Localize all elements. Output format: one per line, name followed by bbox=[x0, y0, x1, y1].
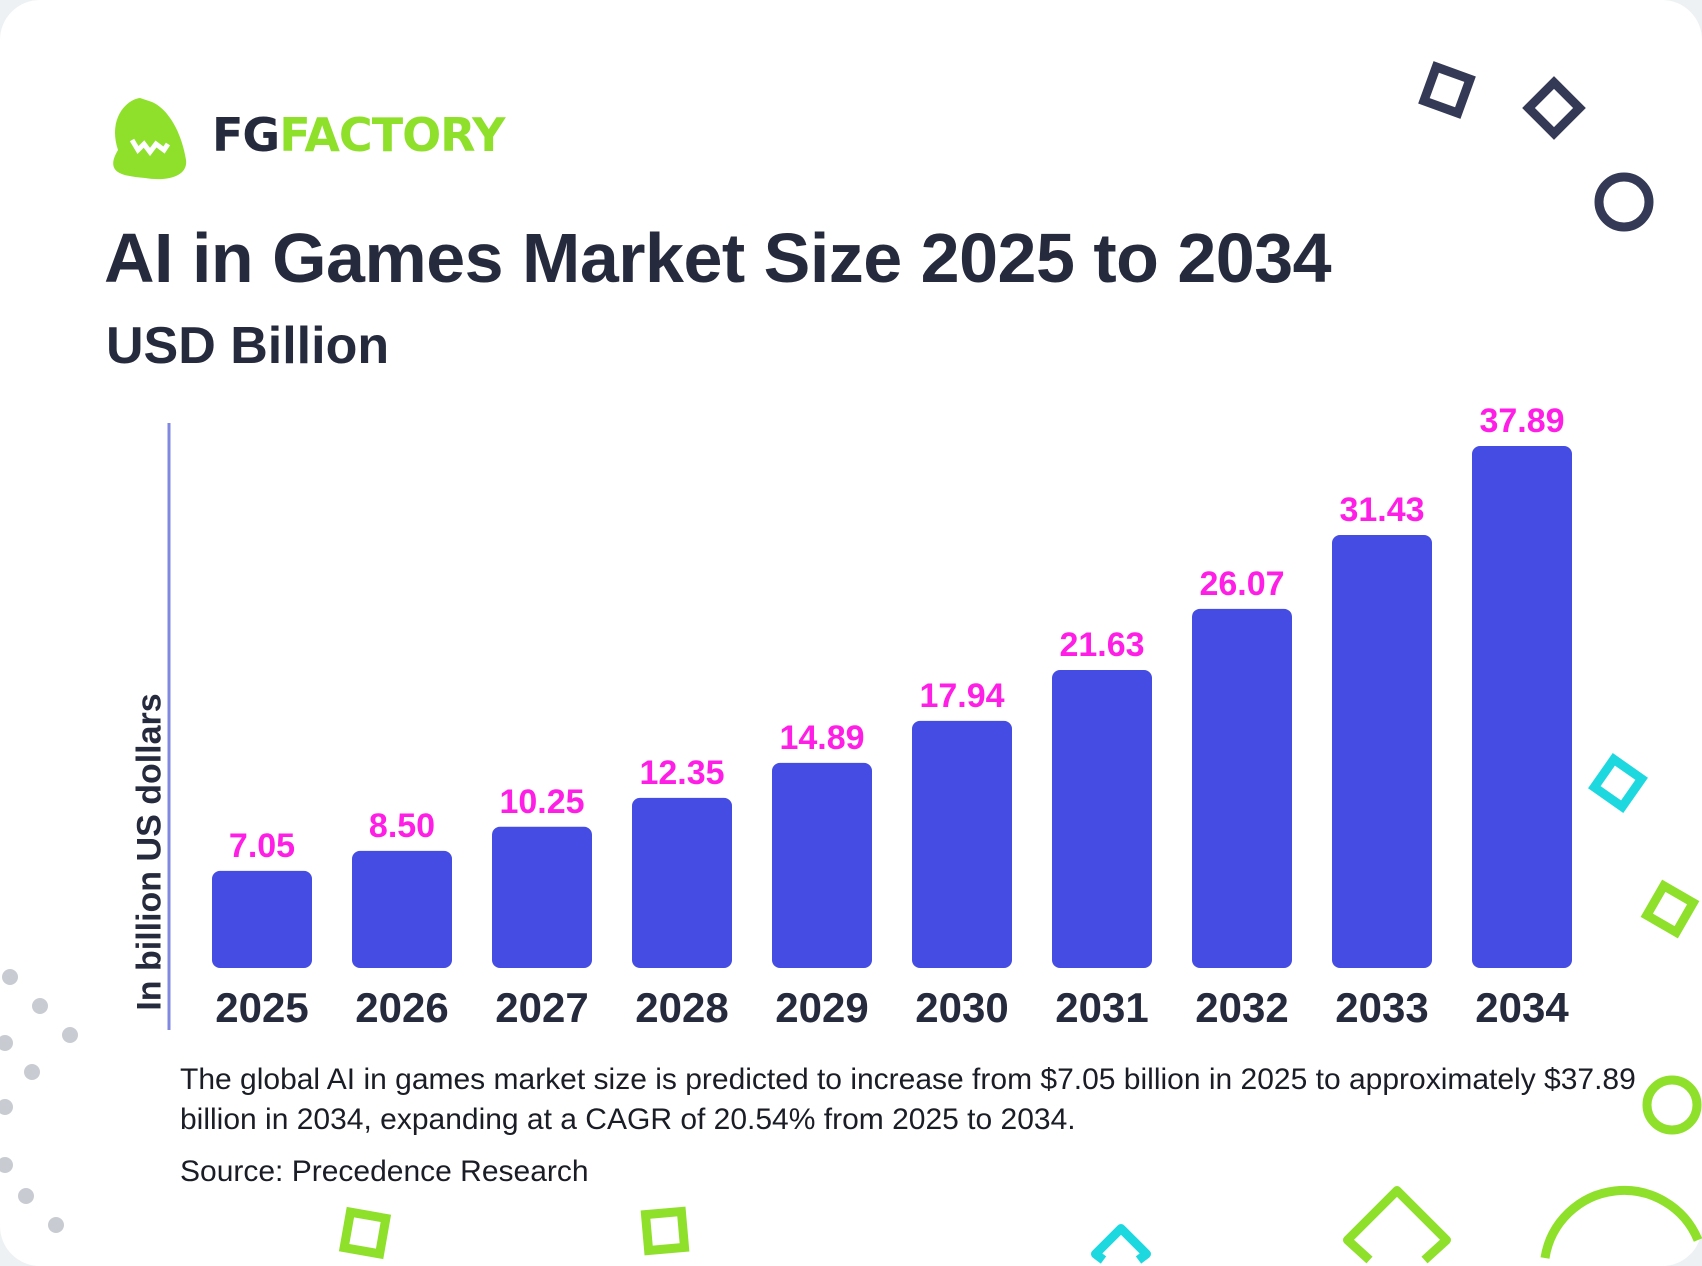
bar-2028 bbox=[632, 797, 732, 968]
bar-2029 bbox=[772, 762, 872, 968]
value-label: 26.07 bbox=[1199, 565, 1284, 603]
x-tick-label: 2026 bbox=[355, 984, 448, 1031]
bar-2025 bbox=[212, 870, 312, 968]
bar-2026 bbox=[352, 850, 452, 968]
x-tick-label: 2031 bbox=[1055, 984, 1148, 1031]
value-label: 17.94 bbox=[919, 677, 1004, 715]
x-tick-label: 2033 bbox=[1335, 984, 1428, 1031]
value-label: 31.43 bbox=[1339, 491, 1424, 529]
bar-2034 bbox=[1472, 446, 1572, 968]
value-label: 37.89 bbox=[1479, 402, 1564, 440]
x-tick-label: 2027 bbox=[495, 984, 588, 1031]
brand-name-dark: FG bbox=[212, 108, 280, 162]
value-label: 10.25 bbox=[499, 783, 584, 821]
x-tick-label: 2028 bbox=[635, 984, 728, 1031]
bar-2027 bbox=[492, 826, 592, 968]
x-tick-label: 2029 bbox=[775, 984, 868, 1031]
bar-2030 bbox=[912, 720, 1012, 968]
value-label: 8.50 bbox=[369, 807, 435, 845]
bar-2031 bbox=[1052, 670, 1152, 968]
x-tick-label: 2030 bbox=[915, 984, 1008, 1031]
brand-name: FGFACTORY bbox=[212, 108, 505, 162]
value-label: 7.05 bbox=[229, 827, 295, 865]
value-label: 14.89 bbox=[779, 719, 864, 757]
description: The global AI in games market size is pr… bbox=[180, 1063, 1636, 1136]
source-note: Source: Precedence Research bbox=[180, 1155, 589, 1188]
bar-2033 bbox=[1332, 534, 1432, 968]
x-tick-label: 2034 bbox=[1475, 984, 1569, 1031]
x-tick-label: 2032 bbox=[1195, 984, 1288, 1031]
chart-title: AI in Games Market Size 2025 to 2034 bbox=[104, 219, 1332, 297]
value-label: 12.35 bbox=[639, 754, 724, 792]
bar-2032 bbox=[1192, 608, 1292, 968]
chart-subtitle: USD Billion bbox=[106, 317, 390, 375]
x-tick-label: 2025 bbox=[215, 984, 308, 1031]
value-label: 21.63 bbox=[1059, 626, 1144, 664]
brand-name-green: FACTORY bbox=[279, 108, 505, 162]
